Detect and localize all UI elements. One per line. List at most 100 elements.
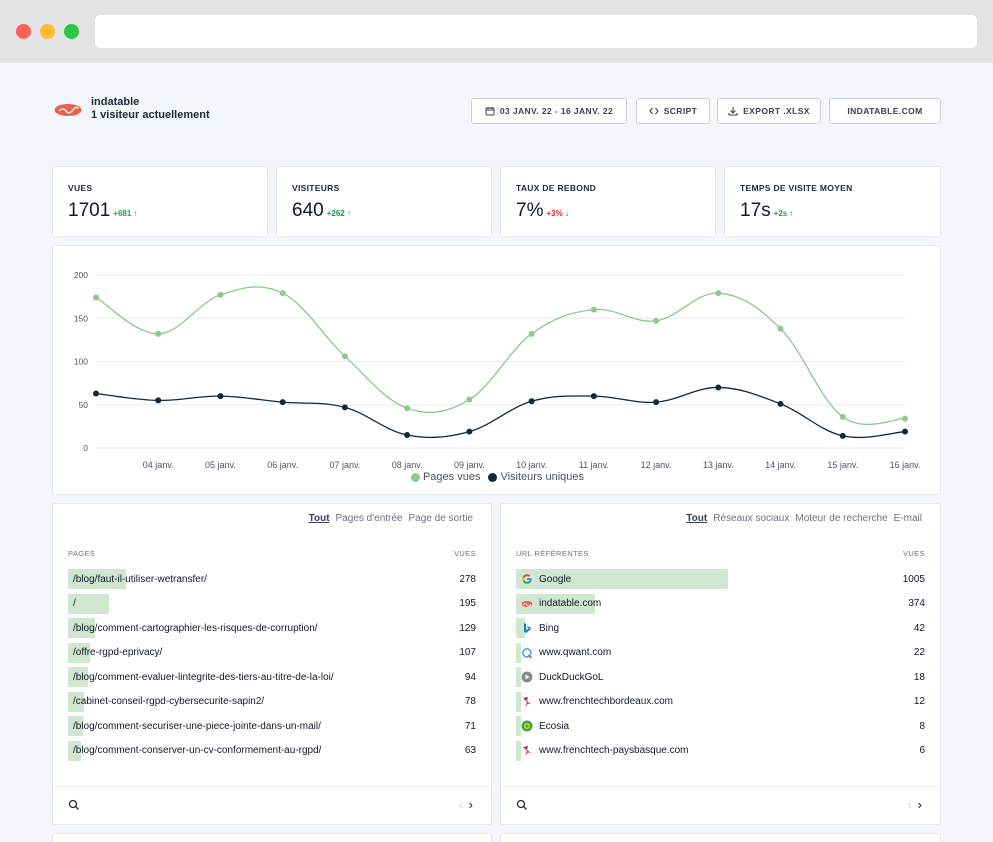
legend-swatch xyxy=(488,472,498,482)
table-row[interactable]: www.frenchtech-paysbasque.com 6 xyxy=(516,739,925,764)
row-label-text: /cabinet-conseil-rgpd-cybersecurite-sapi… xyxy=(73,696,265,708)
table-row[interactable]: /blog/comment-evaluer-lintegrite-des-tie… xyxy=(68,665,476,690)
search-icon[interactable] xyxy=(516,799,528,811)
data-point xyxy=(93,390,99,397)
arrow-up-icon: ↑ xyxy=(789,209,794,218)
data-point xyxy=(404,405,411,412)
row-label-text: /blog/comment-conserver-un-cv-conformeme… xyxy=(73,745,322,757)
stat-delta: +2s ↑ xyxy=(774,209,794,218)
google-icon xyxy=(521,573,533,585)
stat-value-row: 7% +3% ↓ xyxy=(516,200,569,222)
chevron-left-icon[interactable]: ‹ xyxy=(907,797,912,812)
row-label: /blog/comment-conserver-un-cv-conformeme… xyxy=(68,745,321,756)
table-row[interactable]: DuckDuckGoL 18 xyxy=(516,665,925,690)
table-row[interactable]: /offre-rgpd-eprivacy/107 xyxy=(68,641,476,666)
legend-label: Visiteurs uniques xyxy=(500,471,585,483)
x-tick-label: 05 janv. xyxy=(205,460,236,470)
value-bar xyxy=(516,667,521,687)
value-bar xyxy=(68,618,95,638)
chevron-right-icon[interactable]: › xyxy=(917,797,922,812)
y-tick-label: 200 xyxy=(74,270,88,280)
row-label: www.qwant.com xyxy=(516,647,611,659)
stat-value-row: 17s +2s ↑ xyxy=(740,200,793,222)
row-label: /offre-rgpd-eprivacy/ xyxy=(68,647,162,658)
bing-icon xyxy=(521,622,533,634)
stat-card-views: VUES 1701 +681 ↑ xyxy=(52,166,268,237)
table-row[interactable]: Google 1005 xyxy=(516,567,925,592)
ecosia-icon xyxy=(521,720,533,732)
minimize-window-button[interactable] xyxy=(40,24,55,39)
export-label: EXPORT .XLSX xyxy=(743,106,810,116)
stat-card-visit-time: TEMPS DE VISITE MOYEN 17s +2s ↑ xyxy=(724,166,941,237)
row-value: 129 xyxy=(459,622,476,634)
search-icon[interactable] xyxy=(68,799,80,811)
table-row[interactable]: Bing 42 xyxy=(516,616,925,641)
chevron-right-icon[interactable]: › xyxy=(468,797,473,812)
table-row[interactable]: / 195 xyxy=(68,592,476,617)
tab-all[interactable]: Tout xyxy=(308,513,330,524)
row-label-text: Google xyxy=(539,573,572,585)
divider xyxy=(501,786,940,787)
row-value: 12 xyxy=(913,696,925,708)
x-tick-label: 12 janv. xyxy=(641,460,672,470)
next-panel-left xyxy=(52,833,492,842)
stat-card-visitors: VISITEURS 640 +262 ↑ xyxy=(276,166,492,237)
line-chart: 0 50 100 150 200 04 janv. 05 janv. 06 janv. 07 j… xyxy=(74,270,921,470)
tab-exit-pages[interactable]: Page de sortie xyxy=(408,513,474,524)
x-tick-label: 04 janv. xyxy=(143,460,174,470)
row-label: /blog/comment-cartographier-les-risques-… xyxy=(68,623,318,634)
value-bar xyxy=(516,691,521,712)
data-point xyxy=(777,400,784,407)
table-row[interactable]: /blog/comment-securiser-une-piece-jointe… xyxy=(68,714,476,739)
data-point xyxy=(590,393,597,400)
x-tick-label: 11 janv. xyxy=(579,460,609,470)
x-tick-label: 13 janv. xyxy=(703,460,734,470)
table-row[interactable]: /blog/comment-cartographier-les-risques-… xyxy=(68,616,476,641)
row-value: 71 xyxy=(464,720,476,732)
table-row[interactable]: /blog/faut-il-utiliser-wetransfer/278 xyxy=(68,567,476,592)
script-button[interactable]: SCRIPT xyxy=(636,98,710,124)
tab-all[interactable]: Tout xyxy=(686,513,708,524)
data-point xyxy=(715,384,722,391)
frenchtech-icon xyxy=(521,696,533,708)
table-row[interactable]: www.frenchtechbordeaux.com 12 xyxy=(516,690,925,715)
download-icon xyxy=(728,107,738,116)
data-point xyxy=(839,432,846,439)
table-row[interactable]: /blog/comment-conserver-un-cv-conformeme… xyxy=(68,739,476,764)
close-window-button[interactable] xyxy=(16,24,31,39)
domain-selector-button[interactable]: INDATABLE.COM xyxy=(829,98,941,124)
table-row[interactable]: /cabinet-conseil-rgpd-cybersecurite-sapi… xyxy=(68,690,476,715)
value-bar xyxy=(68,569,126,589)
legend-item-visitors[interactable]: Visiteurs uniques xyxy=(488,471,584,483)
address-bar[interactable] xyxy=(95,15,977,48)
legend-item-pages[interactable]: Pages vues xyxy=(410,471,480,483)
data-point xyxy=(404,432,411,439)
legend-swatch xyxy=(410,472,420,482)
data-point xyxy=(653,399,660,406)
table-row[interactable]: www.qwant.com 22 xyxy=(516,641,925,666)
pages-tabs: Tout Pages d'entrée Page de sortie xyxy=(309,513,473,524)
row-value: 1005 xyxy=(902,573,925,585)
tab-search-engine[interactable]: Moteur de recherche xyxy=(795,513,888,524)
referrers-list: Google 1005 indatable.com 374 Bing 42 www.qwan… xyxy=(516,567,925,763)
data-point xyxy=(777,325,784,332)
frenchtech-icon xyxy=(521,745,533,757)
row-value: 278 xyxy=(459,573,476,585)
traffic-chart: 0 50 100 150 200 04 janv. 05 janv. 06 janv. 07 j… xyxy=(52,245,941,495)
arrow-up-icon: ↑ xyxy=(346,209,351,218)
tab-entry-pages[interactable]: Pages d'entrée xyxy=(335,513,403,524)
stat-value-row: 640 +262 ↑ xyxy=(292,200,351,222)
export-button[interactable]: EXPORT .XLSX xyxy=(717,98,821,124)
value-bar xyxy=(68,740,82,761)
date-range-button[interactable]: 03 JANV. 22 - 16 JANV. 22 xyxy=(471,98,627,124)
row-value: 94 xyxy=(464,671,476,683)
chevron-left-icon[interactable]: ‹ xyxy=(458,797,463,812)
tab-social[interactable]: Réseaux sociaux xyxy=(713,513,790,524)
table-row[interactable]: indatable.com 374 xyxy=(516,592,925,617)
data-point xyxy=(217,393,224,400)
maximize-window-button[interactable] xyxy=(64,24,79,39)
table-row[interactable]: Ecosia 8 xyxy=(516,714,925,739)
tab-email[interactable]: E-mail xyxy=(893,513,922,524)
row-label-text: / xyxy=(73,598,76,610)
stat-delta-text: +3% xyxy=(546,209,563,218)
